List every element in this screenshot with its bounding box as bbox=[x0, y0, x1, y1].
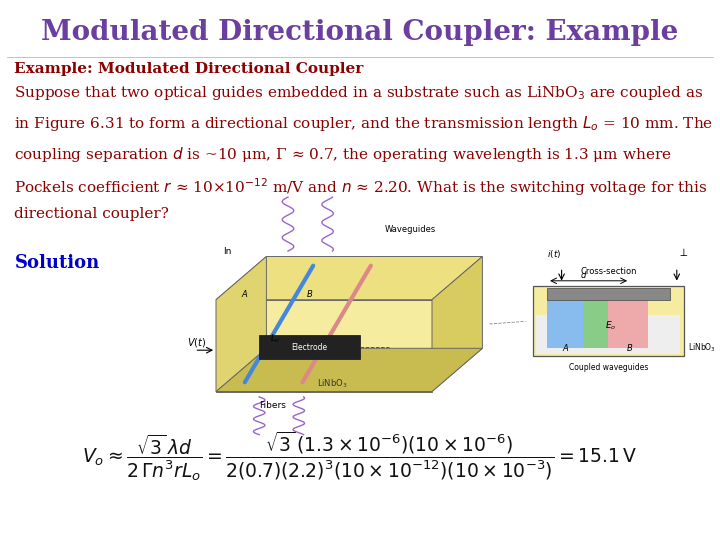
Text: Example: Modulated Directional Coupler: Example: Modulated Directional Coupler bbox=[14, 62, 364, 76]
Polygon shape bbox=[216, 256, 482, 300]
Text: $L_o$: $L_o$ bbox=[270, 332, 280, 345]
Text: Solution: Solution bbox=[14, 254, 99, 272]
Text: Waveguides: Waveguides bbox=[385, 225, 436, 234]
Text: $i(t)$: $i(t)$ bbox=[547, 247, 562, 260]
Text: LiNbO$_3$: LiNbO$_3$ bbox=[317, 377, 347, 389]
Text: $E_o$: $E_o$ bbox=[605, 319, 616, 332]
Text: Cross-section: Cross-section bbox=[580, 267, 636, 276]
Text: $V_o \approx \dfrac{\sqrt{3}\,\lambda d}{2\,\Gamma n^3 r L_o} = \dfrac{\sqrt{3}\: $V_o \approx \dfrac{\sqrt{3}\,\lambda d}… bbox=[82, 429, 638, 483]
Text: LiNbO$_3$: LiNbO$_3$ bbox=[688, 342, 716, 354]
FancyBboxPatch shape bbox=[547, 299, 587, 348]
Text: $B$: $B$ bbox=[306, 288, 313, 299]
FancyBboxPatch shape bbox=[259, 335, 360, 360]
Text: $A$: $A$ bbox=[562, 342, 570, 353]
Polygon shape bbox=[432, 256, 482, 392]
Text: Electrode: Electrode bbox=[292, 343, 328, 352]
Text: Suppose that two optical guides embedded in a substrate such as LiNbO$_3$ are co: Suppose that two optical guides embedded… bbox=[14, 84, 704, 102]
FancyBboxPatch shape bbox=[583, 299, 612, 348]
Text: coupling separation $d$ is ~10 μm, Γ ≈ 0.7, the operating wavelength is 1.3 μm w: coupling separation $d$ is ~10 μm, Γ ≈ 0… bbox=[14, 145, 672, 164]
Polygon shape bbox=[216, 256, 266, 392]
Text: Modulated Directional Coupler: Example: Modulated Directional Coupler: Example bbox=[41, 19, 679, 46]
Text: In: In bbox=[223, 247, 232, 256]
FancyBboxPatch shape bbox=[608, 299, 648, 348]
Polygon shape bbox=[216, 348, 482, 392]
Text: Coupled waveguides: Coupled waveguides bbox=[569, 363, 648, 372]
Text: Pockels coefficient $r$ ≈ 10×10$^{-12}$ m/V and $n$ ≈ 2.20. What is the switchin: Pockels coefficient $r$ ≈ 10×10$^{-12}$ … bbox=[14, 176, 708, 198]
Polygon shape bbox=[216, 300, 432, 392]
Text: Fibers: Fibers bbox=[259, 401, 286, 410]
Text: directional coupler?: directional coupler? bbox=[14, 207, 169, 221]
Text: $\perp$: $\perp$ bbox=[677, 246, 688, 259]
Text: $d$: $d$ bbox=[580, 269, 587, 280]
FancyBboxPatch shape bbox=[533, 286, 684, 356]
Text: $B$: $B$ bbox=[626, 342, 634, 353]
FancyBboxPatch shape bbox=[536, 315, 680, 354]
Text: in Figure 6.31 to form a directional coupler, and the transmission length $L_o$ : in Figure 6.31 to form a directional cou… bbox=[14, 114, 714, 133]
Text: $V(t)$: $V(t)$ bbox=[187, 336, 207, 349]
FancyBboxPatch shape bbox=[547, 288, 670, 300]
Text: $A$: $A$ bbox=[241, 288, 249, 299]
